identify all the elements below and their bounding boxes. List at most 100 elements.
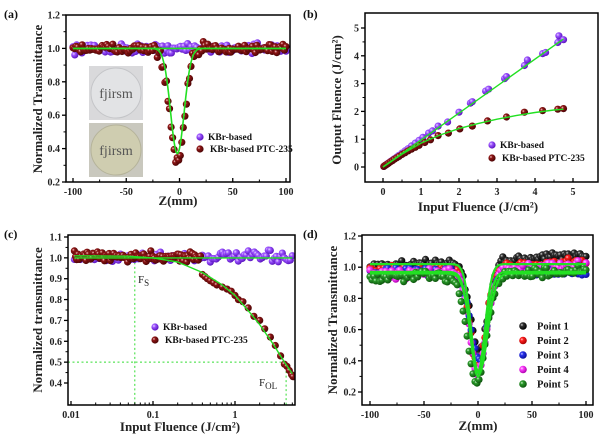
data-point-kbr-ptc	[182, 100, 190, 108]
panel-a-xlabel: Z(mm)	[159, 193, 198, 208]
legend-label-point-5: Point 5	[537, 380, 569, 391]
y-tick-label: 0.8	[48, 77, 61, 88]
legend-label-point-3: Point 3	[537, 351, 569, 362]
y-tick-label: 1.2	[48, 11, 61, 22]
y-tick-label: 0.6	[48, 111, 61, 122]
data-point-kbr-ptc	[289, 373, 295, 381]
legend-marker-point-1	[519, 322, 527, 330]
data-point-kbr-ptc	[109, 40, 117, 48]
legend-label-kbr-ptc: KBr-based PTC-235	[502, 154, 585, 164]
y-tick-label: 1.0	[344, 263, 357, 274]
y-tick-label: 0.4	[50, 379, 63, 390]
panel-c-axes: 0.01 0.1 1 0.4 0.5 0.6 0.7 0.8 0.9 1.0 1.1	[50, 233, 293, 421]
fit-line-3	[370, 272, 587, 375]
legend-label-kbr-ptc: KBr-based PTC-235	[210, 145, 293, 155]
y-tick-label: 2	[354, 107, 359, 118]
x-tick-label: 1	[233, 410, 238, 421]
data-point-point-4	[582, 259, 590, 267]
data-point-point-5	[453, 281, 461, 289]
y-tick-label: 5	[354, 24, 359, 35]
legend-label-kbr: KBr-based	[208, 133, 253, 143]
x-tick-label: -50	[417, 410, 430, 421]
y-tick-label: 0.4	[344, 356, 357, 367]
data-point-point-5	[459, 307, 467, 315]
data-point-kbr-ptc	[164, 97, 172, 105]
y-tick-label: 0.4	[48, 144, 61, 155]
legend-marker-kbr	[488, 141, 496, 149]
x-tick-label: 2	[457, 187, 462, 198]
x-tick-label: 0.01	[62, 410, 80, 421]
data-point-kbr	[523, 56, 532, 64]
panel-a-plot-area	[69, 38, 290, 166]
y-tick-label: 0.9	[50, 274, 63, 285]
data-point-point-4	[574, 257, 582, 265]
x-tick-label: 50	[228, 187, 238, 198]
panel-b: (b) 0 1 2 3 4 5 0 1 2 3 4 5 Input Fluence (J/cm²) O…	[303, 7, 599, 214]
legend-label-point-2: Point 2	[537, 336, 569, 347]
y-tick-label: 1	[354, 135, 359, 146]
panel-b-legend: KBr-based KBr-based PTC-235	[488, 141, 585, 164]
legend-label-kbr: KBr-based	[500, 141, 545, 151]
legend-marker-kbr-ptc	[151, 336, 159, 344]
panel-b-label: (b)	[303, 7, 318, 21]
data-point-point-5	[461, 317, 469, 326]
legend-marker-point-4	[519, 365, 527, 374]
pellet-kbr	[90, 67, 142, 119]
fit-line-kbr-ptc	[74, 255, 293, 374]
data-point-point-5	[538, 274, 547, 282]
y-tick-label: 0	[354, 163, 359, 174]
legend-marker-kbr	[151, 323, 159, 331]
data-point-kbr-ptc	[147, 247, 155, 255]
inset-text-kbr: fjirsm	[99, 87, 133, 102]
x-tick-label: 0	[381, 187, 386, 198]
panel-b-plot-area	[380, 32, 568, 170]
panel-d-label: (d)	[303, 227, 318, 241]
data-point-point-5	[463, 332, 471, 340]
data-point-point-5	[465, 347, 473, 355]
x-tick-label: -100	[64, 187, 82, 198]
y-tick-label: 0.5	[50, 358, 63, 369]
panel-a-label: (a)	[4, 7, 18, 21]
panel-c-guides	[68, 257, 287, 405]
data-point-kbr	[266, 246, 274, 254]
x-tick-label: 5	[571, 187, 576, 198]
fit-line-kbr-ptc	[73, 47, 286, 155]
legend-marker-point-5	[519, 380, 527, 388]
annotation-fol: FOL	[259, 377, 277, 391]
panel-c-label: (c)	[4, 227, 17, 241]
legend-marker-kbr	[196, 133, 204, 141]
data-point-kbr-ptc	[261, 325, 269, 333]
x-tick-label: -50	[120, 187, 133, 198]
inset-photos: fjirsm fjirsm	[89, 66, 143, 177]
panel-d-plot-area	[366, 249, 590, 387]
y-tick-label: 3	[354, 79, 359, 90]
data-point-kbr	[468, 98, 476, 106]
y-tick-label: 4	[354, 51, 359, 62]
pellet-ptc	[90, 124, 142, 176]
legend-label-kbr-ptc: KBr-based PTC-235	[165, 336, 248, 346]
x-tick-label: -100	[361, 410, 379, 421]
annotation-fs: FS	[138, 274, 149, 288]
legend-label-point-4: Point 4	[537, 365, 570, 376]
legend-marker-kbr-ptc	[488, 154, 496, 162]
panel-a-legend: KBr-based KBr-based PTC-235	[196, 133, 293, 155]
panel-c-ylabel: Normalized transmittance	[30, 247, 45, 393]
x-tick-label: 0.1	[147, 410, 160, 421]
data-point-point-2	[564, 254, 572, 262]
y-tick-label: 0.8	[344, 294, 357, 305]
fit-line-kbr	[382, 38, 564, 168]
annotation-fol-sub: OL	[265, 381, 277, 391]
panel-d-xlabel: Z(mm)	[459, 418, 498, 433]
panel-b-axes: 0 1 2 3 4 5 0 1 2 3 4 5	[354, 24, 576, 199]
data-point-kbr-ptc	[559, 105, 568, 113]
panel-c-xlabel: Input Fluence (J/cm²)	[120, 419, 240, 434]
data-point-kbr	[274, 258, 282, 266]
panel-a-ylabel: Normalized Transmittance	[30, 24, 45, 173]
inset-text-ptc: fjirsm	[99, 144, 133, 159]
panel-c: (c) 0.01 0.1 10.40.50.60.70.80.91.01.1 FS …	[4, 227, 296, 434]
data-point-point-5	[455, 290, 463, 298]
panel-d-axes: -100 -50 0 50 100 0.2 0.4 0.6 0.8 1.0 1.2	[344, 232, 594, 422]
data-point-kbr	[71, 51, 79, 59]
x-tick-label: 0	[177, 187, 182, 198]
